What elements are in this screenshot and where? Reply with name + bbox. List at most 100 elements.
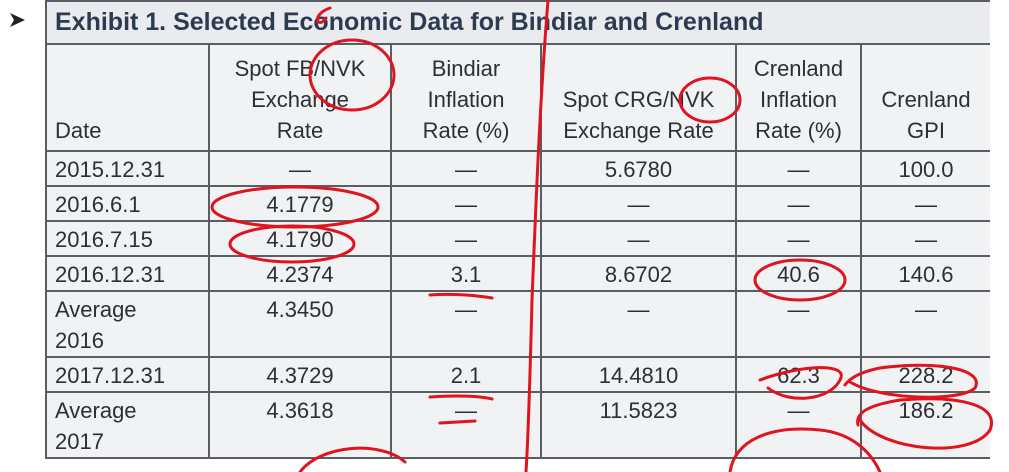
header-line: Bindiar bbox=[431, 56, 501, 81]
value-cell: 62.3 bbox=[735, 356, 862, 393]
value-cell: — bbox=[390, 220, 542, 257]
cell-text: 228.2 bbox=[898, 363, 954, 388]
column-header: Crenland GPI bbox=[859, 43, 990, 152]
cell-text: — bbox=[915, 192, 937, 217]
value-cell: 8.6702 bbox=[540, 255, 737, 292]
value-cell: 14.4810 bbox=[540, 356, 737, 393]
column-header: Bindiar Inflation Rate (%) bbox=[390, 43, 542, 152]
cell-text: — bbox=[455, 297, 477, 322]
header-line: Exchange Rate bbox=[563, 118, 714, 143]
cell-text: — bbox=[455, 227, 477, 252]
cell-text: 4.1779 bbox=[266, 192, 334, 217]
cell-text: 4.1790 bbox=[266, 227, 334, 252]
table-row: Average 2016 4.3450 — — — — bbox=[45, 290, 990, 358]
column-header: Spot FB/NVK Exchange Rate bbox=[208, 43, 392, 152]
cell-text: 2.1 bbox=[450, 363, 482, 388]
header-line: Crenland bbox=[753, 56, 844, 81]
header-line: Inflation bbox=[759, 87, 838, 112]
header-line: Rate (%) bbox=[422, 118, 510, 143]
value-cell: 4.2374 bbox=[208, 255, 392, 292]
cell-text: Average 2017 bbox=[55, 398, 137, 454]
value-cell: — bbox=[540, 220, 737, 257]
value-cell: — bbox=[735, 150, 862, 187]
cell-text: 2015.12.31 bbox=[55, 157, 166, 182]
cell-text: 3.1 bbox=[450, 262, 482, 287]
date-cell: 2016.6.1 bbox=[45, 185, 210, 222]
header-line: Spot FB/NVK bbox=[234, 56, 366, 81]
value-cell: — bbox=[859, 220, 990, 257]
header-line: Exchange bbox=[251, 87, 349, 112]
cell-text: 140.6 bbox=[898, 262, 954, 287]
cell-text: — bbox=[455, 192, 477, 217]
value-cell: — bbox=[735, 290, 862, 358]
cell-text: — bbox=[627, 227, 650, 252]
cell-text: Average 2016 bbox=[55, 297, 137, 353]
value-cell: — bbox=[735, 220, 862, 257]
cell-text: — bbox=[627, 192, 650, 217]
cell-text: 4.3729 bbox=[266, 363, 334, 388]
cell-text: — bbox=[455, 157, 477, 182]
table-row: 2017.12.31 4.3729 2.1 14.4810 62.3 228.2 bbox=[45, 356, 990, 393]
cell-text: — bbox=[627, 297, 650, 322]
cell-text: — bbox=[289, 157, 311, 182]
value-cell: — bbox=[390, 290, 542, 358]
column-header: Date bbox=[45, 43, 210, 152]
date-cell: 2016.12.31 bbox=[45, 255, 210, 292]
cell-text: — bbox=[787, 192, 810, 217]
cell-text: 2016.12.31 bbox=[55, 262, 166, 287]
date-cell: 2017.12.31 bbox=[45, 356, 210, 393]
value-cell: 228.2 bbox=[859, 356, 990, 393]
value-cell: 4.3450 bbox=[208, 290, 392, 358]
cell-text: — bbox=[455, 398, 477, 423]
cell-text: 11.5823 bbox=[599, 398, 678, 423]
table-title: Exhibit 1. Selected Economic Data for Bi… bbox=[45, 0, 990, 45]
cell-text: — bbox=[915, 227, 937, 252]
value-cell: 4.1779 bbox=[208, 185, 392, 222]
value-cell: 186.2 bbox=[859, 391, 990, 459]
table-row: 2015.12.31 — — 5.6780 — 100.0 bbox=[45, 150, 990, 187]
cell-text: 2017.12.31 bbox=[55, 363, 166, 388]
header-line: Crenland bbox=[881, 87, 971, 112]
header-line: Rate bbox=[276, 118, 324, 143]
header-line: Rate (%) bbox=[755, 118, 842, 143]
cell-text: 62.3 bbox=[777, 363, 820, 388]
cell-text: 8.6702 bbox=[604, 262, 673, 287]
bullet-icon bbox=[10, 13, 25, 27]
header-line: Spot CRG/NVK bbox=[562, 87, 715, 112]
value-cell: 2.1 bbox=[390, 356, 542, 393]
value-cell: — bbox=[208, 150, 392, 187]
date-cell: 2015.12.31 bbox=[45, 150, 210, 187]
cell-text: 2016.7.15 bbox=[55, 227, 153, 252]
value-cell: 100.0 bbox=[859, 150, 990, 187]
value-cell: — bbox=[859, 185, 990, 222]
table-row: 2016.6.1 4.1779 — — — — bbox=[45, 185, 990, 222]
column-header: Crenland Inflation Rate (%) bbox=[735, 43, 862, 152]
date-cell: 2016.7.15 bbox=[45, 220, 210, 257]
cell-text: 14.4810 bbox=[598, 363, 679, 388]
table-row: 2016.7.15 4.1790 — — — — bbox=[45, 220, 990, 257]
cell-text: — bbox=[915, 297, 937, 322]
header-line: GPI bbox=[907, 118, 945, 143]
cell-text: 100.0 bbox=[898, 157, 954, 182]
value-cell: 5.6780 bbox=[540, 150, 737, 187]
cell-text: — bbox=[787, 297, 810, 322]
data-table: Exhibit 1. Selected Economic Data for Bi… bbox=[45, 0, 990, 459]
cell-text: 4.3450 bbox=[266, 297, 334, 322]
cell-text: 4.3618 bbox=[266, 398, 334, 423]
value-cell: 40.6 bbox=[735, 255, 862, 292]
value-cell: — bbox=[540, 185, 737, 222]
value-cell: — bbox=[735, 185, 862, 222]
date-cell: Average 2017 bbox=[45, 391, 210, 459]
value-cell: — bbox=[390, 150, 542, 187]
table-row: Average 2017 4.3618 — 11.5823 — 186.2 bbox=[45, 391, 990, 459]
value-cell: — bbox=[735, 391, 862, 459]
table-row: 2016.12.31 4.2374 3.1 8.6702 40.6 140.6 bbox=[45, 255, 990, 292]
value-cell: 140.6 bbox=[859, 255, 990, 292]
cell-text: 4.2374 bbox=[266, 262, 334, 287]
cell-text: — bbox=[787, 157, 810, 182]
exhibit: Exhibit 1. Selected Economic Data for Bi… bbox=[45, 0, 990, 472]
value-cell: — bbox=[540, 290, 737, 358]
header-line: Inflation bbox=[427, 87, 505, 112]
cell-text: — bbox=[787, 227, 810, 252]
